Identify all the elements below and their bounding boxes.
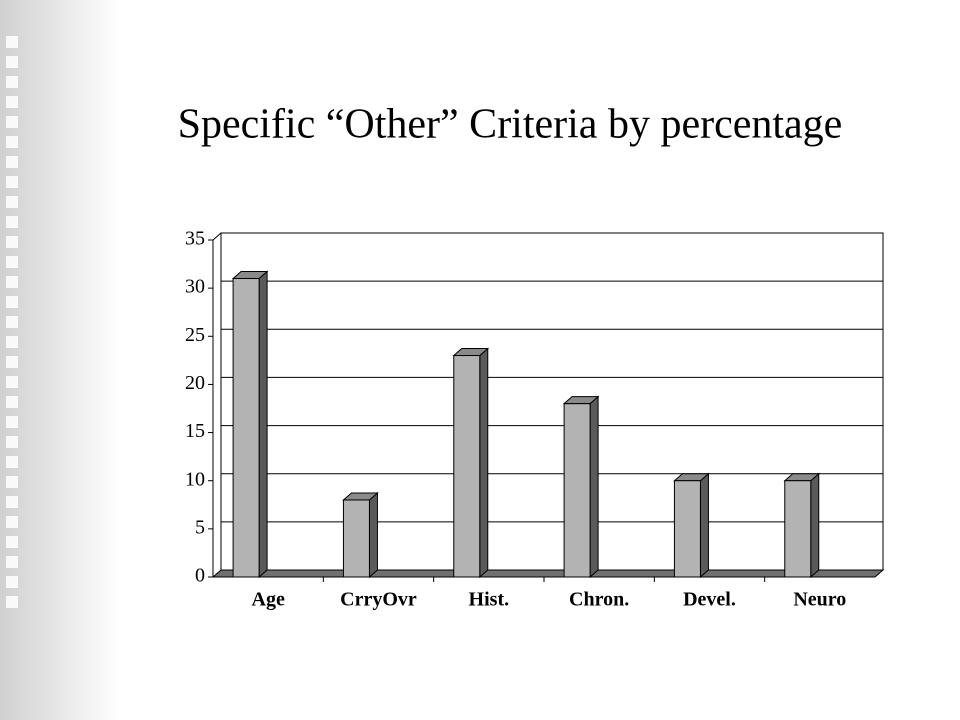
y-tick-label: 35 [185, 228, 205, 250]
bar-side [258, 270, 268, 579]
x-tick-label: CrryOvr [340, 589, 417, 611]
back-wall [220, 232, 884, 571]
y-tick-label: 0 [195, 565, 205, 587]
x-tick-label: Hist. [469, 589, 510, 611]
floor [211, 569, 885, 578]
bar-side [810, 472, 820, 579]
bar [342, 499, 370, 578]
y-tick-label: 25 [185, 324, 205, 346]
y-tick-label: 15 [185, 420, 205, 442]
x-tick-label: Neuro [793, 589, 846, 611]
x-tick-label: Devel. [683, 589, 736, 611]
y-tick-label: 10 [185, 468, 205, 490]
wall-edge [212, 232, 222, 241]
y-tick-label: 5 [195, 516, 205, 538]
side-pattern [0, 36, 30, 616]
bar-side [479, 347, 489, 579]
x-tick-label: Age [252, 589, 285, 611]
bar [232, 278, 260, 578]
bar [673, 480, 701, 578]
bar-side [699, 472, 709, 579]
bar [784, 480, 812, 578]
y-tick-label: 20 [185, 372, 205, 394]
bar-side [589, 395, 599, 579]
bar [563, 403, 591, 578]
chart-title: Specific “Other” Criteria by percentage [178, 102, 843, 148]
y-tick-label: 30 [185, 276, 205, 298]
bar-side [368, 491, 378, 579]
x-tick-label: Chron. [569, 589, 629, 611]
bar [453, 355, 481, 578]
